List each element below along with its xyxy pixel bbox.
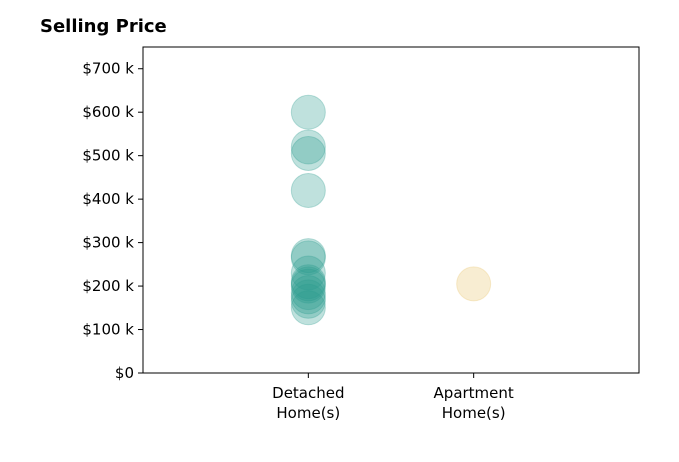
y-tick-label: $700 k bbox=[82, 60, 134, 78]
x-tick-label: Detached Home(s) bbox=[272, 384, 344, 422]
data-point bbox=[290, 255, 326, 291]
data-point bbox=[456, 266, 492, 302]
data-point bbox=[290, 172, 326, 208]
data-point bbox=[290, 94, 326, 130]
chart-title: Selling Price bbox=[40, 16, 167, 37]
data-point bbox=[290, 135, 326, 171]
y-tick-label: $300 k bbox=[82, 234, 134, 252]
data-point bbox=[290, 238, 326, 274]
data-point bbox=[290, 266, 326, 302]
data-points bbox=[290, 94, 492, 326]
y-tick-label: $0 bbox=[115, 364, 134, 382]
x-tick-label: Apartment Home(s) bbox=[434, 384, 514, 422]
y-tick-label: $100 k bbox=[82, 321, 134, 339]
data-point bbox=[290, 240, 326, 276]
y-tick-label: $600 k bbox=[82, 103, 134, 121]
y-tick-label: $400 k bbox=[82, 190, 134, 208]
plot-area bbox=[142, 46, 640, 374]
data-point bbox=[290, 264, 326, 300]
x-axis: Detached Home(s) Apartment Home(s) bbox=[272, 373, 514, 422]
data-point bbox=[290, 275, 326, 311]
y-tick-label: $500 k bbox=[82, 147, 134, 165]
data-point bbox=[290, 290, 326, 326]
data-point bbox=[290, 268, 326, 304]
data-point bbox=[290, 283, 326, 319]
data-point bbox=[290, 129, 326, 165]
y-tick-label: $200 k bbox=[82, 277, 134, 295]
data-point bbox=[290, 279, 326, 315]
y-axis: $0 $100 k $200 k $300 k $400 k $500 k $600 k $7… bbox=[82, 60, 143, 382]
